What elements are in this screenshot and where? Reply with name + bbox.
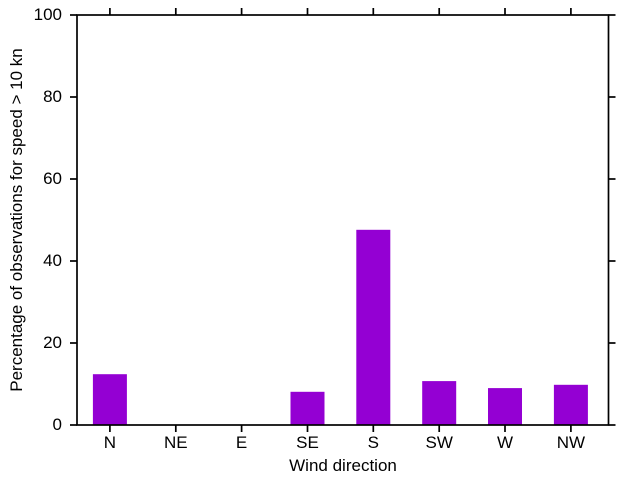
bar-NW (553, 384, 588, 425)
bar-S (356, 229, 391, 425)
x-tick-label-W: W (497, 433, 513, 452)
bar-W (488, 388, 522, 425)
ticks-layer (70, 8, 616, 432)
plot-border (76, 14, 610, 426)
x-tick-label-SW: SW (426, 433, 453, 452)
y-axis-title: Percentage of observations for speed > 1… (7, 48, 26, 392)
x-tick-label-SE: SE (296, 433, 319, 452)
axes-layer (76, 14, 610, 426)
y-tick-label-100: 100 (34, 5, 62, 24)
y-tick-label-80: 80 (43, 87, 62, 106)
bar-SW (422, 381, 457, 425)
x-axis-title: Wind direction (289, 456, 397, 475)
x-tick-label-S: S (368, 433, 379, 452)
tick-labels-layer: N NE E SE S SW W NW 0 20 40 60 80 100 (34, 5, 585, 452)
x-tick-label-N: N (104, 433, 116, 452)
bar-N (92, 374, 127, 425)
x-tick-label-NE: NE (164, 433, 188, 452)
y-tick-label-20: 20 (43, 333, 62, 352)
x-tick-label-E: E (236, 433, 247, 452)
y-tick-label-40: 40 (43, 251, 62, 270)
y-tick-label-0: 0 (53, 415, 62, 434)
x-tick-label-NW: NW (557, 433, 585, 452)
y-tick-label-60: 60 (43, 169, 62, 188)
bars-layer (92, 229, 588, 425)
bar-SE (290, 391, 325, 425)
